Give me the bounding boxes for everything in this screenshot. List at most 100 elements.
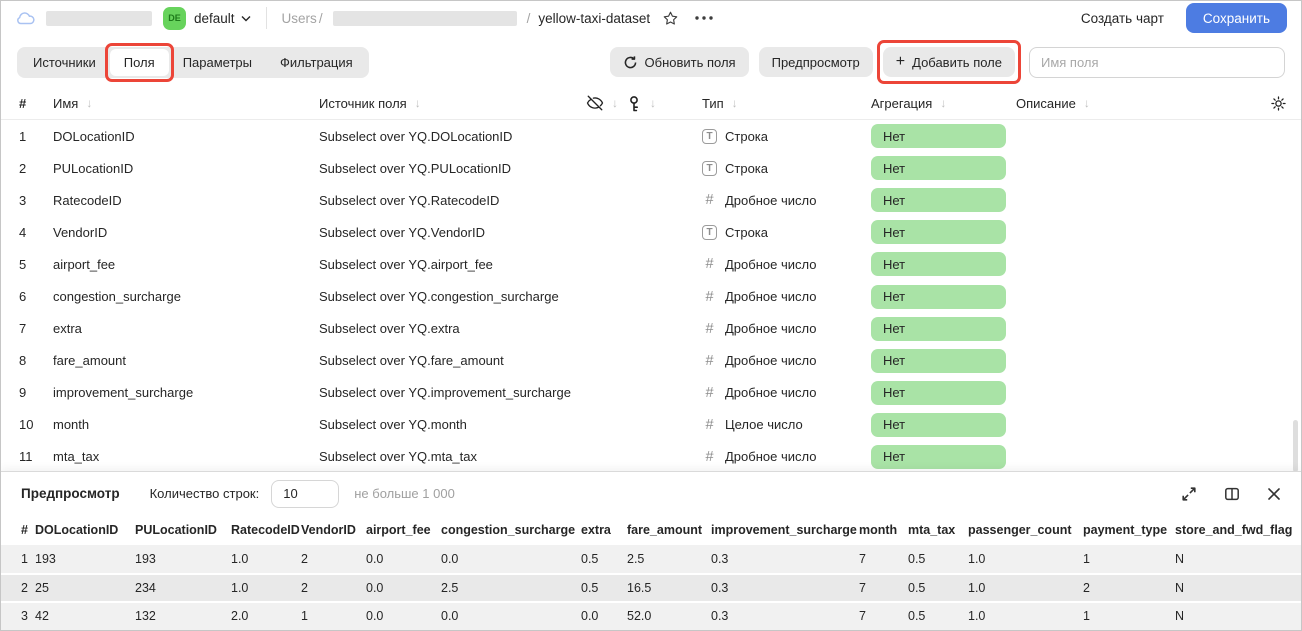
favorite-star-icon[interactable] bbox=[662, 10, 679, 27]
aggregation-select[interactable]: Нет bbox=[871, 348, 1006, 373]
field-source: Subselect over YQ.airport_fee bbox=[319, 256, 493, 272]
aggregation-select[interactable]: Нет bbox=[871, 380, 1006, 405]
preview-cell: 0.5 bbox=[581, 545, 627, 575]
field-name[interactable]: fare_amount bbox=[53, 353, 126, 369]
field-name-input[interactable] bbox=[1029, 46, 1285, 78]
preview-cell: 2 bbox=[1083, 573, 1175, 604]
column-header-description[interactable]: Описание ↓ bbox=[1016, 96, 1241, 111]
expand-preview-icon[interactable] bbox=[1181, 486, 1197, 502]
field-name[interactable]: DOLocationID bbox=[53, 128, 135, 144]
close-icon[interactable] bbox=[1267, 487, 1281, 501]
preview-cell: 7 bbox=[859, 602, 908, 630]
field-name[interactable]: airport_fee bbox=[53, 256, 116, 272]
field-type-label: Строка bbox=[725, 128, 769, 144]
add-field-button[interactable]: + Добавить поле bbox=[882, 47, 1015, 77]
field-type[interactable]: T Строка bbox=[681, 128, 871, 144]
row-count-input[interactable] bbox=[271, 479, 340, 508]
field-type[interactable]: T Строка bbox=[681, 224, 871, 240]
field-type[interactable]: # Дробное число bbox=[681, 353, 871, 369]
field-name[interactable]: RatecodeID bbox=[53, 192, 122, 208]
preview-cell: 1.0 bbox=[968, 573, 1083, 604]
preview-cell: 0.3 bbox=[711, 573, 859, 604]
preview-cell: 1.0 bbox=[231, 545, 301, 575]
column-header-name[interactable]: Имя ↓ bbox=[53, 96, 319, 111]
field-name[interactable]: extra bbox=[53, 321, 82, 337]
field-row[interactable]: 5 airport_fee Subselect over YQ.airport_… bbox=[1, 248, 1301, 280]
preview-column-header: PULocationID bbox=[135, 523, 217, 537]
column-header-source-label: Источник поля bbox=[319, 95, 407, 111]
field-source: Subselect over YQ.RatecodeID bbox=[319, 192, 500, 208]
column-settings-button[interactable] bbox=[1241, 95, 1301, 112]
tab-fields[interactable]: Поля bbox=[104, 42, 174, 82]
preview-cell: 7 bbox=[859, 545, 908, 575]
aggregation-select[interactable]: Нет bbox=[871, 124, 1006, 149]
aggregation-select[interactable]: Нет bbox=[871, 156, 1006, 181]
split-view-icon[interactable] bbox=[1224, 486, 1240, 502]
preview-cell: 52.0 bbox=[627, 602, 711, 630]
field-type[interactable]: # Целое число bbox=[681, 417, 871, 433]
field-type-label: Дробное число bbox=[725, 321, 817, 337]
tab-parameters[interactable]: Параметры bbox=[182, 54, 252, 70]
aggregation-select[interactable]: Нет bbox=[871, 316, 1006, 341]
aggregation-select[interactable]: Нет bbox=[871, 188, 1006, 213]
preview-cell: 25 bbox=[35, 573, 135, 604]
field-type[interactable]: # Дробное число bbox=[681, 192, 871, 208]
preview-cell: 0.0 bbox=[366, 545, 441, 575]
field-row[interactable]: 6 congestion_surcharge Subselect over YQ… bbox=[1, 280, 1301, 312]
column-header-source[interactable]: Источник поля ↓ bbox=[319, 96, 586, 111]
chevron-down-icon[interactable] bbox=[241, 15, 251, 22]
fields-scrollbar[interactable] bbox=[1293, 420, 1298, 472]
column-header-aggregation[interactable]: Агрегация ↓ bbox=[871, 96, 1016, 111]
preview-cell: 0.3 bbox=[711, 545, 859, 575]
refresh-fields-button[interactable]: Обновить поля bbox=[609, 47, 749, 77]
preview-cell: 0.0 bbox=[441, 545, 581, 575]
preview-toggle-button[interactable]: Предпросмотр bbox=[758, 47, 873, 77]
aggregation-select[interactable]: Нет bbox=[871, 284, 1006, 309]
aggregation-select[interactable]: Нет bbox=[871, 412, 1006, 437]
field-type-label: Строка bbox=[725, 160, 769, 176]
field-type[interactable]: T Строка bbox=[681, 160, 871, 176]
aggregation-select[interactable]: Нет bbox=[871, 444, 1006, 469]
field-row[interactable]: 1 DOLocationID Subselect over YQ.DOLocat… bbox=[1, 120, 1301, 152]
preview-cell: 1.0 bbox=[968, 545, 1083, 575]
field-row[interactable]: 7 extra Subselect over YQ.extra # Дробно… bbox=[1, 313, 1301, 345]
create-chart-button[interactable]: Создать чарт bbox=[1080, 10, 1164, 26]
column-header-hidden[interactable]: ↓ bbox=[586, 94, 626, 112]
field-row[interactable]: 8 fare_amount Subselect over YQ.fare_amo… bbox=[1, 345, 1301, 377]
field-type[interactable]: # Дробное число bbox=[681, 449, 871, 465]
preview-cell: 3 bbox=[1, 602, 35, 630]
field-name[interactable]: congestion_surcharge bbox=[53, 289, 181, 305]
save-button[interactable]: Сохранить bbox=[1185, 3, 1287, 33]
column-header-type[interactable]: Тип ↓ bbox=[681, 96, 871, 111]
preview-panel-header: Предпросмотр Количество строк: не больше… bbox=[1, 472, 1301, 515]
preview-column-header: store_and_fwd_flag bbox=[1175, 523, 1293, 537]
field-row[interactable]: 3 RatecodeID Subselect over YQ.RatecodeI… bbox=[1, 184, 1301, 216]
field-type-label: Целое число bbox=[725, 417, 803, 433]
field-type-icon: # bbox=[705, 288, 714, 305]
field-row[interactable]: 10 month Subselect over YQ.month # Целое… bbox=[1, 409, 1301, 441]
field-name[interactable]: month bbox=[53, 417, 90, 433]
field-name[interactable]: PULocationID bbox=[53, 160, 134, 176]
field-type[interactable]: # Дробное число bbox=[681, 289, 871, 305]
preview-cell: 193 bbox=[35, 545, 135, 575]
field-row[interactable]: 2 PULocationID Subselect over YQ.PULocat… bbox=[1, 152, 1301, 184]
preview-cell: 2 bbox=[301, 573, 366, 604]
field-row[interactable]: 11 mta_tax Subselect over YQ.mta_tax # Д… bbox=[1, 441, 1301, 473]
field-type[interactable]: # Дробное число bbox=[681, 256, 871, 272]
field-row[interactable]: 4 VendorID Subselect over YQ.VendorID T … bbox=[1, 216, 1301, 248]
tab-filtering[interactable]: Фильтрация bbox=[280, 54, 353, 70]
tab-sources[interactable]: Источники bbox=[33, 54, 96, 70]
environment-selector[interactable]: default bbox=[194, 10, 235, 26]
field-name[interactable]: mta_tax bbox=[53, 449, 100, 465]
column-header-key[interactable]: ↓ bbox=[626, 95, 681, 112]
aggregation-select[interactable]: Нет bbox=[871, 252, 1006, 277]
more-options-icon[interactable] bbox=[695, 16, 713, 20]
field-type-icon: # bbox=[705, 416, 714, 433]
aggregation-select[interactable]: Нет bbox=[871, 220, 1006, 245]
field-row[interactable]: 9 improvement_surcharge Subselect over Y… bbox=[1, 377, 1301, 409]
breadcrumb-root[interactable]: Users bbox=[281, 10, 317, 26]
field-type[interactable]: # Дробное число bbox=[681, 321, 871, 337]
field-name[interactable]: VendorID bbox=[53, 224, 108, 240]
field-type[interactable]: # Дробное число bbox=[681, 385, 871, 401]
field-name[interactable]: improvement_surcharge bbox=[53, 385, 194, 401]
